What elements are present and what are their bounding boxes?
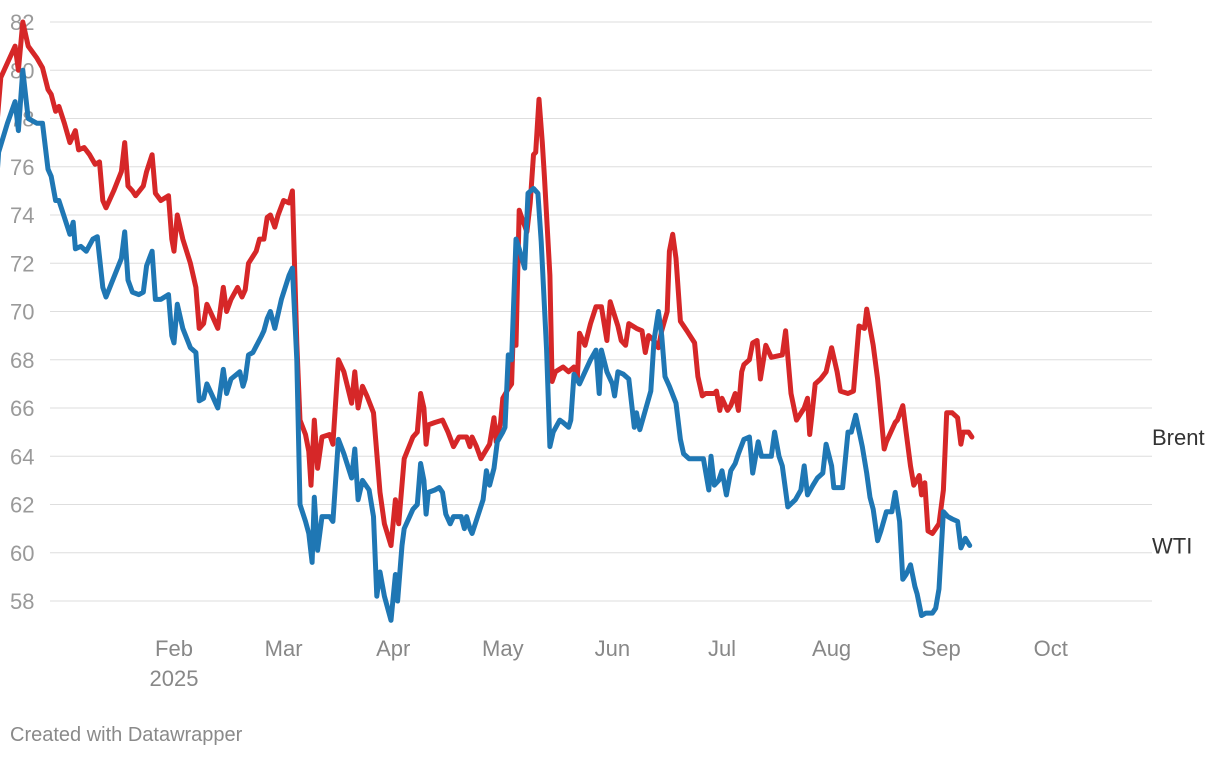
x-tick-label: Aug <box>812 636 851 661</box>
x-tick-label: Apr <box>376 636 410 661</box>
series-label-wti: WTI <box>1152 534 1192 559</box>
x-tick-label: Sep <box>922 636 961 661</box>
series-line-brent <box>0 19 975 548</box>
y-tick-label: 74 <box>10 203 34 228</box>
x-tick-label: Jun <box>595 636 630 661</box>
x-tick-label: Oct <box>1034 636 1068 661</box>
x-tick-label: Feb <box>155 636 193 661</box>
y-tick-label: 70 <box>10 300 34 325</box>
series-lines <box>0 19 975 623</box>
y-tick-label: 72 <box>10 251 34 276</box>
x-axis: Feb Mar Apr May Jun Jul Aug Sep Oct 2025 <box>150 636 1068 691</box>
y-tick-label: 60 <box>10 541 34 566</box>
y-tick-label: 76 <box>10 155 34 180</box>
series-label-brent: Brent <box>1152 425 1205 450</box>
x-year-label: 2025 <box>150 666 199 691</box>
y-tick-label: 68 <box>10 348 34 373</box>
y-tick-label: 64 <box>10 444 34 469</box>
y-tick-label: 62 <box>10 493 34 518</box>
series-labels: Brent WTI <box>1152 425 1205 559</box>
x-tick-label: Jul <box>708 636 736 661</box>
x-tick-label: Mar <box>265 636 303 661</box>
credit-text: Created with Datawrapper <box>10 724 243 746</box>
series-line-wti <box>0 67 973 623</box>
y-tick-label: 66 <box>10 396 34 421</box>
x-tick-label: May <box>482 636 524 661</box>
y-tick-label: 58 <box>10 589 34 614</box>
